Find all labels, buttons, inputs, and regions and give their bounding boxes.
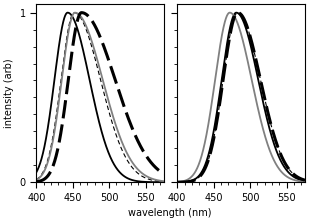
Y-axis label: intensity (arb): intensity (arb) — [4, 58, 14, 128]
Text: wavelength (nm): wavelength (nm) — [128, 208, 212, 218]
